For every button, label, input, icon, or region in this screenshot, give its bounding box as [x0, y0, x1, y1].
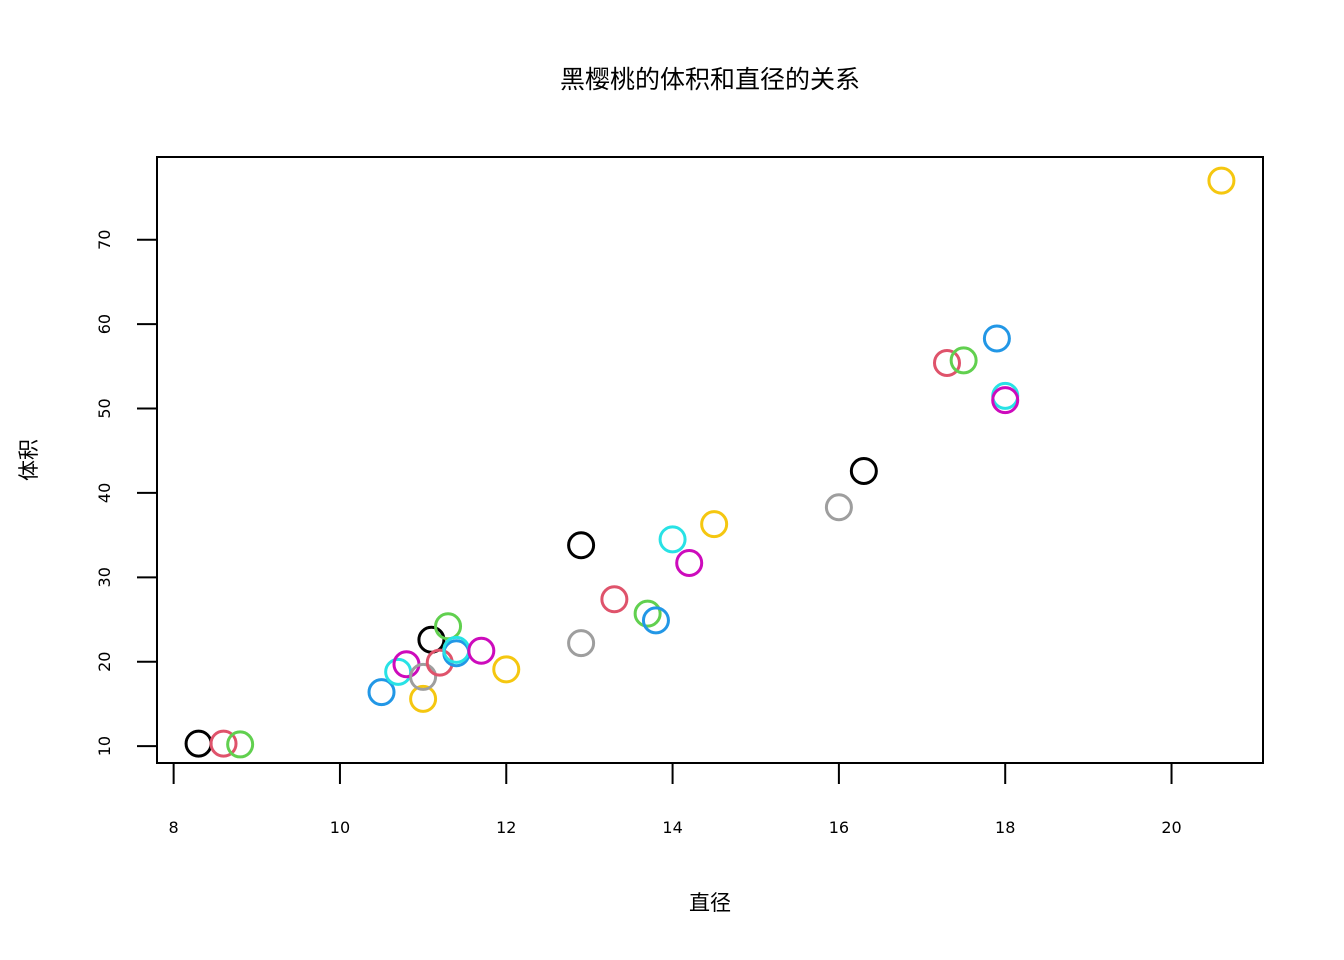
data-point	[991, 386, 1020, 415]
data-point	[658, 525, 687, 554]
data-point	[417, 625, 446, 654]
y-tick-label: 50	[95, 398, 114, 418]
x-tick-label: 12	[496, 818, 516, 837]
data-point	[949, 346, 978, 375]
data-point	[367, 678, 396, 707]
x-axis: 8 10 12 14 16 18 20	[169, 762, 1182, 837]
x-tick-label: 16	[829, 818, 849, 837]
y-tick-label: 30	[95, 567, 114, 587]
data-point	[675, 548, 704, 577]
x-tick-label: 8	[169, 818, 179, 837]
plot-frame	[156, 156, 1264, 764]
y-axis-label: 体积	[17, 439, 41, 481]
data-point	[600, 585, 629, 614]
x-tick-label: 14	[662, 818, 682, 837]
data-point	[434, 612, 463, 641]
y-axis: 10 20 30 40 50 60 70	[95, 230, 158, 756]
x-axis-label: 直径	[689, 891, 731, 915]
data-point	[226, 730, 255, 759]
data-point	[824, 493, 853, 522]
data-point	[933, 348, 961, 377]
data-point	[641, 606, 670, 635]
data-point	[700, 510, 729, 539]
x-tick-label: 10	[330, 818, 350, 837]
x-tick-label: 20	[1161, 818, 1181, 837]
data-point	[409, 684, 438, 713]
chart-title: 黑樱桃的体积和直径的关系	[560, 65, 860, 94]
x-tick-label: 18	[995, 818, 1015, 837]
y-tick-label: 20	[95, 652, 114, 672]
data-point	[567, 629, 596, 658]
data-point	[849, 456, 878, 485]
data-point	[409, 662, 438, 691]
data-point	[209, 729, 238, 758]
data-point	[633, 599, 662, 628]
data-point	[492, 655, 521, 684]
data-point	[567, 531, 596, 560]
y-tick-label: 10	[95, 736, 114, 756]
y-tick-label: 70	[95, 230, 114, 250]
data-point	[982, 324, 1011, 353]
y-tick-label: 40	[95, 483, 114, 503]
data-point	[1207, 166, 1236, 195]
y-tick-label: 60	[95, 314, 114, 334]
data-points	[184, 166, 1236, 759]
data-point	[467, 636, 496, 665]
data-point	[184, 729, 213, 758]
